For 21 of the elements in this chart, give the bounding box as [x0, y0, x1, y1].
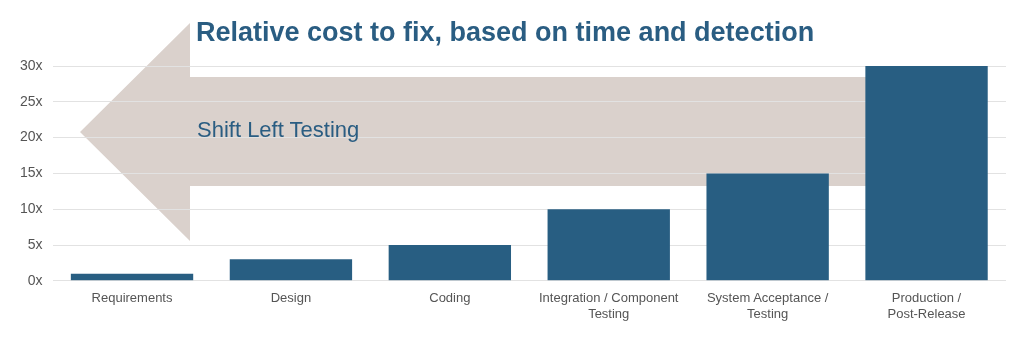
y-tick-label: 20x: [19, 128, 43, 145]
x-tick-label: Coding: [429, 290, 471, 306]
bar: [70, 273, 194, 281]
y-tick-label: 0x: [27, 271, 43, 288]
x-tick-label: Integration / Component Testing: [539, 290, 679, 321]
y-tick-label: 5x: [27, 235, 43, 252]
y-tick-label: 10x: [19, 200, 43, 217]
chart-title: Relative cost to fix, based on time and detection: [196, 17, 815, 48]
bar: [388, 245, 512, 281]
annotation: Shift Left Testing: [197, 117, 360, 143]
x-tick-label: Production / Post-Release: [887, 290, 966, 321]
bar: [865, 66, 988, 281]
x-tick-label: System Acceptance / Testing: [706, 290, 829, 321]
bar: [229, 259, 353, 281]
y-tick-label: 15x: [19, 164, 43, 181]
y-tick-label: 25x: [19, 92, 43, 109]
bar: [706, 173, 829, 281]
bar: [547, 209, 670, 281]
x-tick-label: Design: [270, 290, 312, 306]
x-tick-label: Requirements: [91, 290, 173, 306]
y-tick-label: 30x: [19, 56, 43, 73]
